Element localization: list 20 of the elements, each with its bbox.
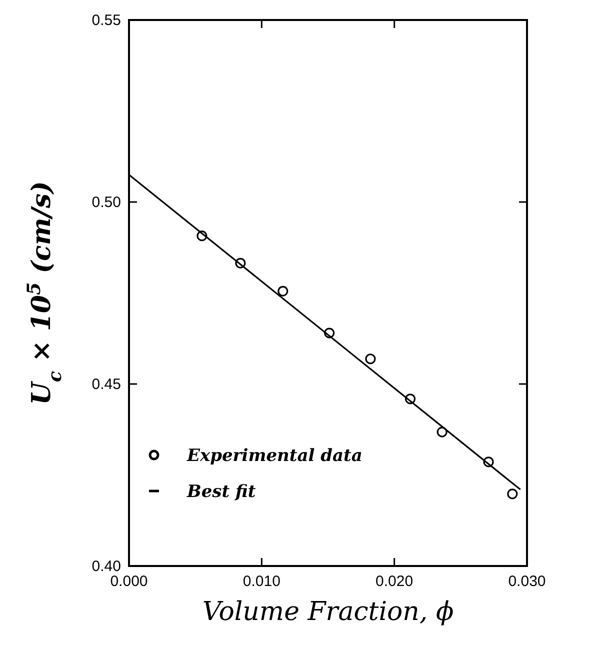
point [365,354,376,364]
legend-label: Best fit [186,482,256,502]
legend-label: Experimental data [186,446,362,466]
point [483,456,494,468]
x-tick-label: 0.030 [508,573,546,590]
y-tick-label: 0.55 [92,12,121,29]
y-tick-label: 0.45 [92,376,121,393]
x-axis-title: Volume Fraction, ϕ [202,597,454,627]
x-tick-label: 0.010 [242,573,280,590]
x-tick-label: 0.000 [110,573,148,590]
point [436,426,448,438]
point [324,328,335,338]
point [507,488,518,500]
point [278,286,288,296]
point [404,394,416,404]
y-tick-label: 0.50 [92,194,121,211]
point [235,258,246,268]
x-tick-label: 0.020 [376,573,414,590]
y-tick-label: 0.40 [92,558,121,575]
point [196,230,208,242]
